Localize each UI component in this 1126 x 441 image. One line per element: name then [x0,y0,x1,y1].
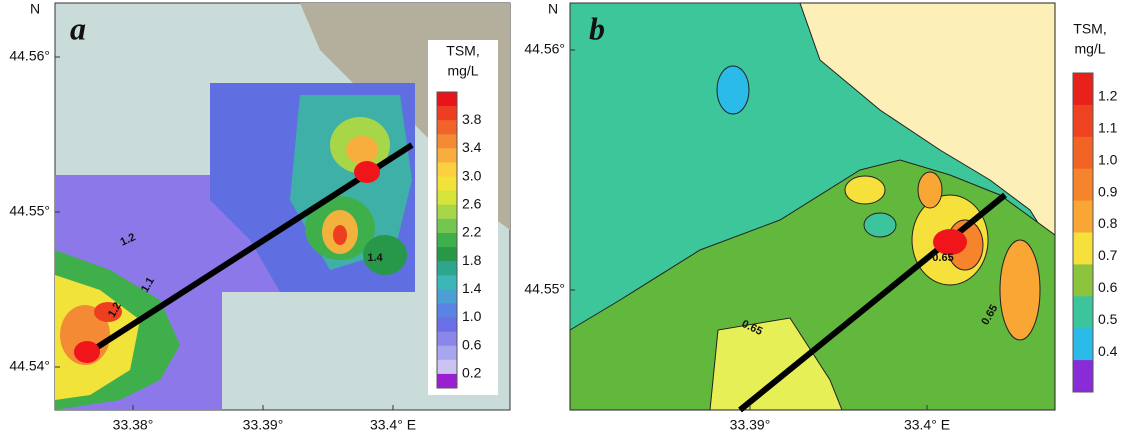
color-swatch [1073,232,1093,265]
color-swatch [437,190,457,206]
land [799,2,1056,252]
color-swatch [437,232,457,248]
tsm-field [999,239,1041,341]
colorbar-label: 1.0 [1098,151,1118,167]
colorbar-label: 0.4 [1098,343,1118,359]
tsm-field [94,302,122,322]
color-swatch [437,106,457,121]
tsm-field [863,212,897,238]
north-label: N [30,1,40,17]
contour-label: 0.65 [932,252,953,264]
color-swatch [437,275,457,290]
color-swatch [1073,264,1093,297]
colorbar-label: 0.8 [1098,215,1118,231]
color-swatch [437,261,457,276]
colorbar-frame [436,91,458,389]
lon-tick-label: 33.4° E [904,417,950,433]
contour-label: 1.4 [367,252,383,264]
tsm-field [709,317,843,411]
transect [83,142,414,358]
color-swatch [437,345,457,361]
color-swatch [437,134,457,149]
lat-tick-label: 44.56° [9,48,50,64]
colorbar-label: 1.0 [462,308,482,324]
color-swatch [437,218,457,234]
color-swatch [1073,73,1093,106]
transect [738,192,1007,413]
colorbar-label: 2.2 [462,224,482,240]
lat-tick-label: 44.54° [9,358,50,374]
colorbar-label: 1.2 [1098,88,1118,104]
tsm-field [346,136,378,164]
lat-tick-label: 44.55° [524,281,565,297]
lat-tick-label: 44.56° [524,41,565,57]
colorbar-label: 1.1 [1098,120,1118,136]
colorbar-label: 0.7 [1098,247,1118,263]
color-swatch [1073,136,1093,170]
colorbar-label: 0.9 [1098,183,1118,199]
lat-tick-label: 44.55° [9,203,50,219]
colorbar-title: TSM, [1073,21,1106,37]
colorbar-label: 3.4 [462,139,482,155]
color-swatch [437,331,457,347]
station [933,229,967,255]
color-swatch [437,317,457,333]
station [74,341,100,363]
colorbar-title: mg/L [447,63,478,79]
colorbar-title: TSM, [446,43,479,59]
color-swatch [1073,360,1093,393]
north-label: N [548,1,558,17]
colorbar-label: 1.4 [462,280,482,296]
color-swatch [1073,104,1093,138]
lon-tick-label: 33.39° [730,417,771,433]
color-swatch [437,303,457,319]
colorbar-label: 3.0 [462,167,482,183]
colorbar-frame [1072,72,1094,393]
color-swatch [437,176,457,192]
colorbar-label: 2.6 [462,195,482,211]
color-swatch [437,204,457,220]
colorbar-label: 0.2 [462,365,482,381]
colorbar-label: 0.6 [1098,279,1118,295]
colorbar-label: 0.5 [1098,311,1118,327]
map-b [569,2,1056,413]
station [354,161,380,183]
color-swatch [437,289,457,304]
color-swatch [437,359,457,375]
lon-tick-label: 33.38° [113,417,154,433]
color-swatch [1073,200,1093,233]
colorbar-label: 1.8 [462,252,482,268]
panel-label: b [589,10,605,46]
tsm-field [333,225,347,245]
color-swatch [437,373,457,389]
color-swatch [437,148,457,163]
color-swatch [1073,168,1093,202]
colorbar-label: 3.8 [462,111,482,127]
colorbar-title: mg/L [1074,41,1105,57]
tsm-field [363,235,407,275]
color-swatch [437,92,457,107]
color-swatch [437,120,457,135]
color-swatch [437,247,457,262]
color-swatch [437,162,457,178]
panel-label: a [70,10,86,46]
lon-tick-label: 33.39° [243,417,284,433]
lon-tick-label: 33.4° E [370,417,416,433]
tsm-field [917,171,943,209]
tsm-field [844,175,886,205]
color-swatch [1073,328,1093,361]
contour-label: 1.2 [118,231,137,248]
colorbar-label: 0.6 [462,336,482,352]
tsm-field [716,65,750,115]
color-swatch [1073,296,1093,329]
